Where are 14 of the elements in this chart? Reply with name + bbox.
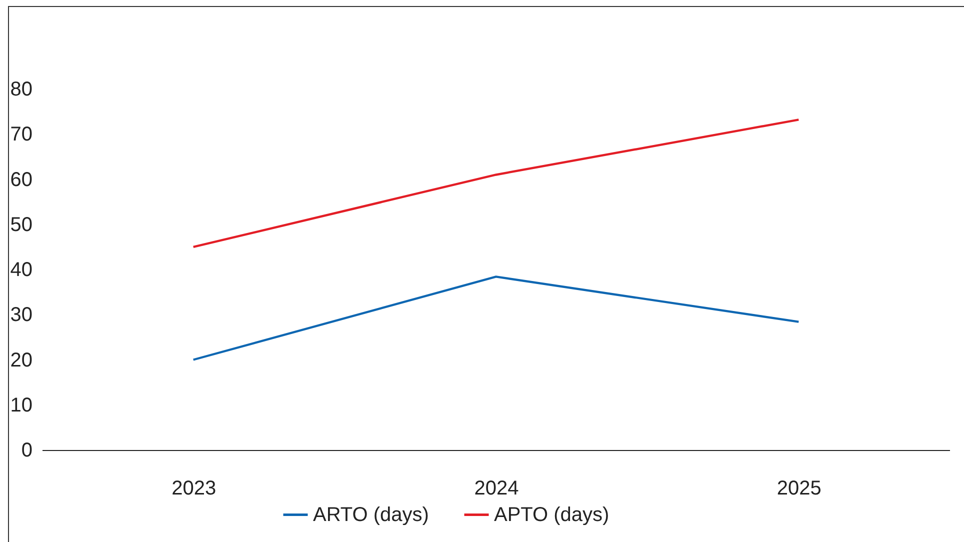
- x-tick-label: 2024: [474, 478, 519, 500]
- y-tick-label: 80: [10, 78, 32, 100]
- y-tick-label: 0: [21, 440, 32, 462]
- y-tick-label: 70: [10, 124, 32, 146]
- y-tick-label: 20: [10, 349, 32, 372]
- legend-label: ARTO (days): [313, 504, 429, 526]
- y-tick-label: 60: [10, 168, 32, 191]
- y-tick-label: 40: [10, 259, 32, 281]
- x-tick-label: 2023: [172, 478, 216, 500]
- y-tick-label: 10: [10, 394, 32, 416]
- y-tick-label: 30: [10, 304, 32, 326]
- legend-label: APTO (days): [494, 504, 610, 526]
- y-tick-label: 50: [10, 214, 32, 236]
- x-tick-label: 2025: [776, 478, 822, 500]
